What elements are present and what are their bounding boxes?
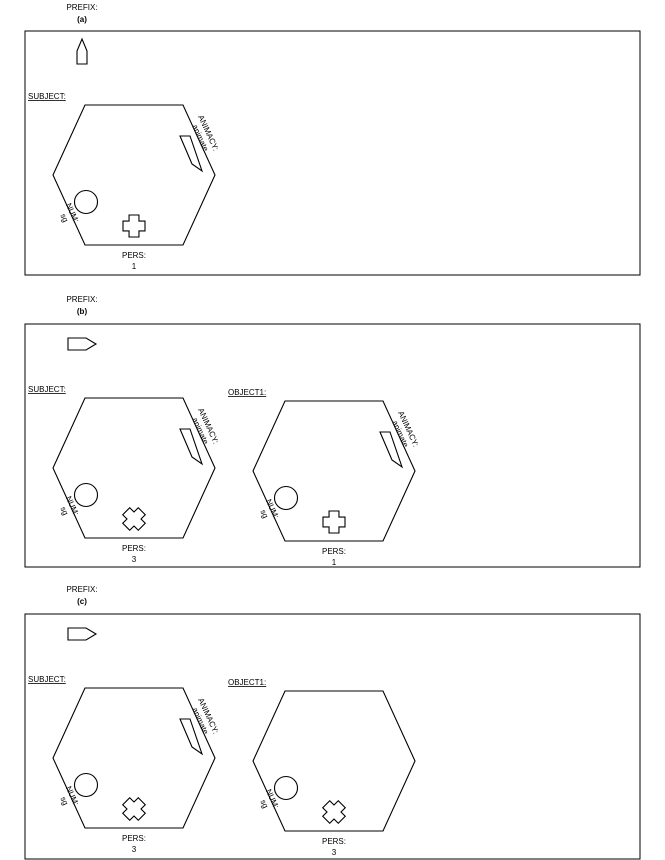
num-circle-icon <box>273 775 299 801</box>
pers-cross-icon <box>321 799 347 825</box>
pers-label: PERS: <box>122 544 146 553</box>
pers-value: 3 <box>132 845 137 854</box>
pers-cross-icon <box>121 506 147 532</box>
num-value: sg <box>58 212 70 223</box>
pers-label: PERS: <box>122 251 146 260</box>
pers-value: 1 <box>132 262 137 271</box>
subject-label: SUBJECT: <box>28 675 66 684</box>
prefix-pentagon-icon <box>67 627 98 641</box>
num-value: sg <box>258 508 270 519</box>
pers-cross-icon <box>122 214 146 238</box>
prefix-pentagon-icon <box>67 337 98 351</box>
animacy-parallelogram-icon <box>179 718 204 756</box>
prefix-label: PREFIX: <box>66 3 97 12</box>
pers-cross-icon <box>322 510 346 534</box>
panel-c: PREFIX:(c)SUBJECT:ANIMACY:animateNUM:sgP… <box>24 585 641 860</box>
pers-label: PERS: <box>122 834 146 843</box>
subject-hexagon <box>52 104 216 246</box>
panel-frame <box>24 30 641 276</box>
subject-hexagon <box>52 687 216 829</box>
panel-letter: (b) <box>77 307 88 316</box>
animacy-parallelogram-icon <box>379 431 404 469</box>
panel-b: PREFIX:(b)SUBJECT:ANIMACY:animateNUM:sgP… <box>24 295 641 568</box>
pers-cross-icon <box>121 796 147 822</box>
subject-hexagon <box>52 397 216 539</box>
object-hexagon <box>252 400 416 542</box>
num-circle-icon <box>73 482 99 508</box>
panel-frame <box>24 613 641 860</box>
num-circle-icon <box>73 189 99 215</box>
prefix-label: PREFIX: <box>66 585 97 594</box>
prefix-label: PREFIX: <box>66 295 97 304</box>
subject-label: SUBJECT: <box>28 92 66 101</box>
animacy-parallelogram-icon <box>179 428 204 466</box>
num-value: sg <box>58 795 70 806</box>
pers-value: 3 <box>332 848 337 857</box>
num-value: sg <box>258 798 270 809</box>
object-label: OBJECT1: <box>228 678 266 687</box>
pers-value: 1 <box>332 558 337 567</box>
pers-value: 3 <box>132 555 137 564</box>
num-circle-icon <box>73 772 99 798</box>
prefix-pentagon-icon <box>76 37 88 65</box>
object-hexagon <box>252 690 416 832</box>
subject-label: SUBJECT: <box>28 385 66 394</box>
animacy-parallelogram-icon <box>179 135 204 173</box>
panel-frame <box>24 323 641 568</box>
panel-letter: (c) <box>77 597 87 606</box>
num-value: sg <box>58 505 70 516</box>
panel-a: PREFIX:(a)SUBJECT:ANIMACY:animateNUM:sgP… <box>24 3 641 276</box>
num-circle-icon <box>273 485 299 511</box>
pers-label: PERS: <box>322 837 346 846</box>
panel-letter: (a) <box>77 15 87 24</box>
object-label: OBJECT1: <box>228 388 266 397</box>
pers-label: PERS: <box>322 547 346 556</box>
